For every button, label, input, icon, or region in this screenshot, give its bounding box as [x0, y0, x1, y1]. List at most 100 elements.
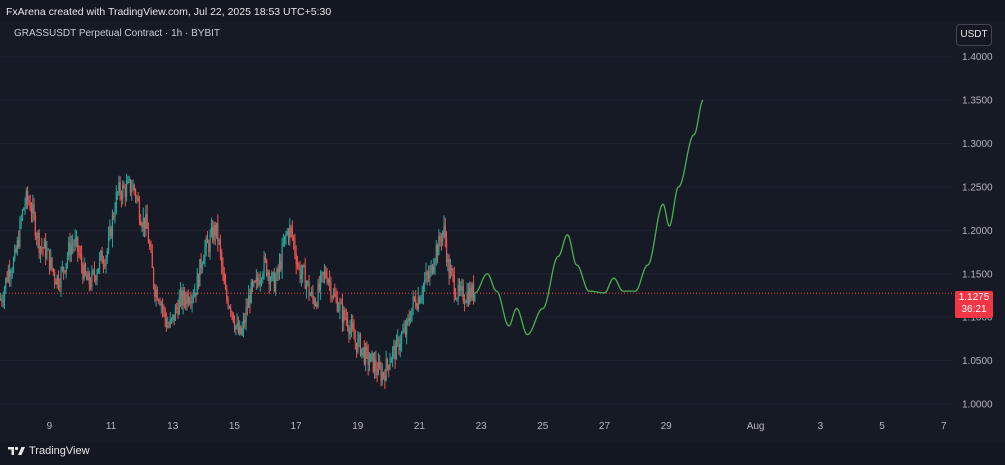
candle: [275, 272, 277, 296]
candle-body: [152, 267, 155, 287]
candle: [350, 313, 353, 338]
candle: [224, 273, 227, 291]
candle: [10, 268, 12, 287]
candle-body: [364, 346, 367, 364]
candle-body: [393, 345, 395, 349]
candle-body: [430, 264, 432, 272]
candle-body: [471, 284, 473, 299]
candle: [172, 314, 174, 323]
candle: [330, 276, 332, 303]
candle: [205, 235, 207, 257]
candle: [444, 217, 446, 248]
chart-pane[interactable]: [0, 22, 1005, 442]
candle-body: [0, 299, 2, 301]
candle: [273, 267, 275, 293]
candle-body: [361, 348, 363, 356]
currency-button[interactable]: USDT: [956, 24, 992, 46]
candle-body: [177, 307, 179, 315]
candle-body: [388, 364, 390, 369]
candle-body: [92, 270, 94, 272]
projection-path: [474, 99, 704, 336]
candle: [375, 350, 377, 379]
candle: [426, 270, 428, 286]
candle: [413, 295, 416, 302]
candle: [24, 197, 26, 215]
candle: [376, 362, 378, 383]
candle-body: [433, 267, 435, 274]
candle: [79, 245, 81, 260]
candle-body: [119, 182, 121, 195]
candle: [221, 248, 223, 275]
candle: [471, 282, 473, 302]
candle-body: [178, 297, 180, 315]
candle-body: [266, 259, 268, 275]
candle-body: [102, 263, 105, 265]
candle: [422, 282, 425, 305]
candle: [123, 181, 125, 189]
candle-body: [438, 236, 440, 256]
candle-body: [110, 227, 112, 238]
candle-body: [348, 327, 350, 334]
candle-body: [109, 227, 111, 237]
candle: [155, 284, 157, 307]
candle: [6, 271, 8, 283]
top-bar: FxArena created with TradingView.com, Ju…: [0, 0, 1005, 22]
candle-body: [442, 231, 444, 242]
candle: [421, 285, 423, 304]
candle-body: [424, 279, 426, 285]
candle: [222, 257, 224, 281]
candle: [293, 234, 295, 250]
candle: [268, 269, 270, 294]
symbol-title[interactable]: GRASSUSDT Perpetual Contract · 1h · BYBI…: [14, 28, 221, 39]
candle: [92, 268, 94, 276]
candle: [348, 325, 350, 343]
candle: [272, 271, 274, 282]
candle-body: [95, 276, 97, 281]
candle-body: [163, 308, 165, 310]
x-tick-label: 3: [818, 421, 824, 432]
candle: [9, 259, 11, 287]
candle-body: [129, 179, 132, 193]
candle-body: [281, 244, 283, 269]
candle-body: [366, 346, 368, 351]
candle: [254, 280, 256, 283]
candle: [466, 282, 468, 307]
candle-body: [345, 318, 347, 320]
candle: [394, 340, 396, 369]
candle-body: [327, 279, 329, 283]
candle-body: [232, 312, 234, 322]
candle-body: [336, 297, 338, 312]
candle: [156, 286, 159, 301]
candle-body: [406, 320, 408, 335]
candle-body: [18, 240, 20, 247]
candle-body: [335, 296, 337, 298]
candle: [150, 240, 152, 254]
candle: [353, 319, 355, 340]
candle: [356, 342, 358, 358]
candle: [167, 316, 169, 329]
candle-body: [444, 225, 446, 240]
candle: [445, 231, 448, 267]
candle: [50, 248, 52, 271]
candle: [128, 175, 130, 184]
candle: [2, 291, 4, 308]
candle-body: [309, 294, 311, 296]
candle-body: [300, 274, 302, 279]
candle: [129, 178, 132, 197]
candle-body: [250, 281, 252, 304]
tradingview-brand[interactable]: TradingView: [8, 445, 90, 457]
candle-body: [439, 236, 441, 241]
candle: [339, 297, 341, 320]
candle-body: [278, 261, 281, 273]
candle: [344, 307, 346, 321]
candle-body: [334, 293, 336, 297]
candle: [289, 218, 291, 246]
y-tick-label: 1.1500: [962, 269, 993, 280]
candle: [452, 268, 454, 283]
candle-body: [56, 275, 58, 285]
x-tick-label: 7: [941, 421, 947, 432]
brand-name: TradingView: [29, 445, 90, 457]
candle-body: [434, 260, 436, 268]
candle: [52, 267, 54, 276]
